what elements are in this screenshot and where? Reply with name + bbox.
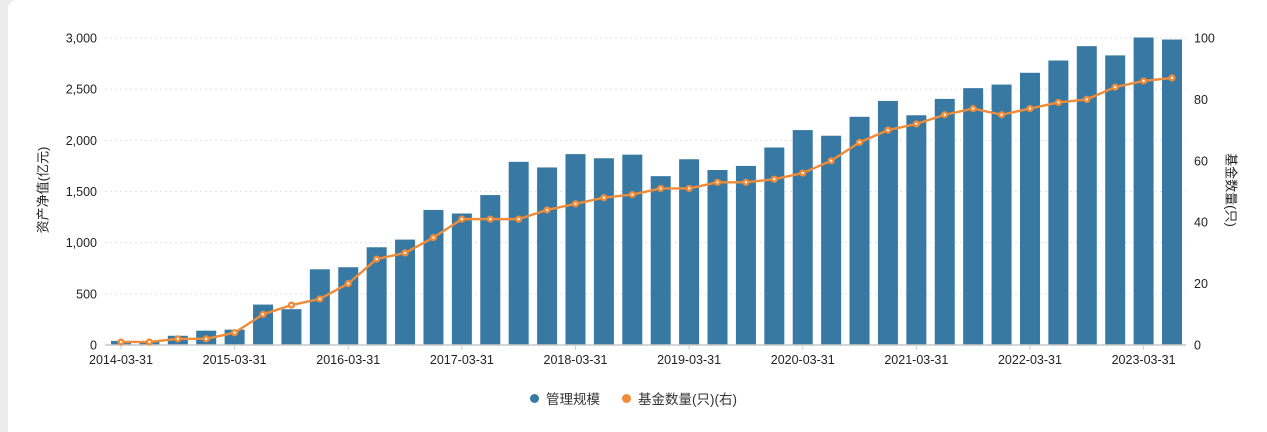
svg-text:60: 60 — [1194, 154, 1208, 168]
svg-text:2017-03-31: 2017-03-31 — [430, 353, 494, 367]
svg-text:1,500: 1,500 — [66, 185, 97, 199]
bar — [480, 195, 501, 345]
bar — [1076, 46, 1097, 345]
bar — [593, 158, 614, 345]
bar — [537, 167, 558, 345]
bar — [679, 159, 700, 345]
bar — [849, 116, 870, 346]
bar — [366, 247, 387, 345]
svg-text:2014-03-31: 2014-03-31 — [89, 353, 153, 367]
svg-text:1,000: 1,000 — [66, 236, 97, 250]
svg-text:2016-03-31: 2016-03-31 — [316, 353, 380, 367]
bar — [253, 304, 274, 345]
legend-item-aum[interactable]: 管理规模 — [530, 388, 600, 408]
svg-text:2,000: 2,000 — [66, 134, 97, 148]
bar — [650, 176, 671, 345]
legend-item-label: 管理规模 — [546, 392, 600, 407]
svg-text:3,000: 3,000 — [66, 32, 97, 46]
svg-text:2019-03-31: 2019-03-31 — [657, 353, 721, 367]
bar — [735, 165, 756, 345]
bar — [764, 147, 785, 345]
bar — [1048, 60, 1069, 345]
bar — [707, 170, 728, 345]
svg-text:100: 100 — [1194, 32, 1215, 46]
fund-count-legend-dot-icon — [622, 393, 631, 403]
svg-text:2023-03-31: 2023-03-31 — [1112, 353, 1176, 367]
bar — [877, 100, 898, 345]
bar — [281, 309, 302, 345]
bar — [821, 135, 842, 345]
bar — [1019, 72, 1040, 345]
svg-text:20: 20 — [1194, 277, 1208, 291]
bar — [1162, 39, 1182, 345]
bar — [395, 239, 416, 345]
svg-text:40: 40 — [1194, 216, 1208, 230]
bar — [963, 88, 984, 345]
aum-legend-dot-icon — [530, 393, 539, 403]
right-axis-title: 基金数量(只) — [1223, 153, 1239, 227]
svg-text:2020-03-31: 2020-03-31 — [771, 353, 835, 367]
svg-text:2,500: 2,500 — [66, 83, 97, 97]
bar — [934, 98, 955, 345]
bar — [1133, 37, 1154, 345]
svg-text:2018-03-31: 2018-03-31 — [544, 353, 608, 367]
legend-item-label: 基金数量(只)(右) — [638, 392, 737, 407]
bar — [309, 269, 330, 345]
svg-text:2015-03-31: 2015-03-31 — [203, 353, 267, 367]
bar — [1105, 55, 1126, 345]
x-axis: 2014-03-31 2015-03-31 2016-03-31 2017-03-31… — [89, 344, 1186, 367]
right-axis-tick-labels: 0 20 40 60 80 100 — [1194, 32, 1215, 353]
bar — [792, 130, 813, 345]
left-axis-tick-labels: 0 500 1,000 1,500 2,000 2,500 3,000 — [66, 32, 97, 353]
bar — [622, 154, 643, 345]
svg-text:0: 0 — [1194, 339, 1201, 353]
svg-text:2022-03-31: 2022-03-31 — [998, 353, 1062, 367]
bar — [991, 84, 1012, 345]
bar — [451, 213, 472, 345]
bar — [565, 154, 586, 345]
svg-text:2021-03-31: 2021-03-31 — [884, 353, 948, 367]
left-axis-title: 资产净值(亿元) — [35, 146, 51, 234]
svg-text:80: 80 — [1194, 93, 1208, 107]
bar — [508, 161, 529, 345]
bar-series-管理规模 — [111, 37, 1182, 346]
legend-item-fund-count[interactable]: 基金数量(只)(右) — [622, 388, 737, 408]
legend: 管理规模 基金数量(只)(右) — [0, 388, 1267, 408]
svg-text:0: 0 — [90, 339, 97, 353]
bar — [423, 209, 444, 345]
line-series-基金数量 — [117, 74, 1176, 346]
svg-text:500: 500 — [76, 287, 97, 301]
bar — [906, 115, 927, 346]
